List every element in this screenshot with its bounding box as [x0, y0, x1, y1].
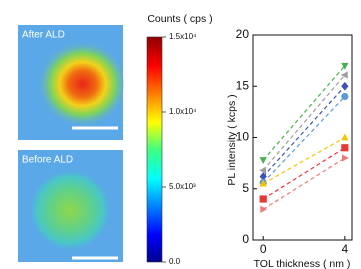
- marker: [341, 93, 348, 100]
- y-tick-label: 5: [242, 181, 249, 195]
- colorbar-tick-label: 1.5x10⁴: [169, 32, 197, 41]
- series-line: [263, 158, 345, 209]
- panel-label: After ALD: [22, 30, 65, 41]
- y-tick-label: 15: [236, 78, 250, 92]
- colorbar: [147, 37, 162, 262]
- figure: After ALD Before ALD Counts ( cps ) PL i…: [0, 0, 361, 269]
- colorbar-tick-label: 0.0: [169, 257, 181, 266]
- colorbar-tick-label: 1.0x10⁴: [169, 107, 197, 116]
- marker: [260, 195, 267, 202]
- spot-before: [28, 168, 112, 252]
- marker: [341, 134, 348, 141]
- panel-label: Before ALD: [22, 155, 73, 166]
- series-line: [263, 66, 345, 160]
- series-line: [263, 75, 345, 170]
- marker: [341, 144, 348, 151]
- spot-after: [32, 40, 124, 128]
- y-tick-label: 20: [236, 27, 250, 41]
- series-line: [263, 148, 345, 199]
- y-tick-label: 10: [236, 130, 250, 144]
- plot-frame: [253, 35, 352, 240]
- x-tick-label: 4: [342, 242, 349, 256]
- marker: [341, 82, 348, 91]
- x-tick-label: 0: [260, 242, 267, 256]
- series-line: [263, 97, 345, 183]
- colorbar-title: Counts ( cps ): [147, 13, 212, 25]
- marker: [342, 154, 349, 161]
- colorbar-tick-label: 5.0x10³: [169, 182, 196, 191]
- y-tick-label: 0: [242, 232, 249, 246]
- marker: [260, 157, 267, 164]
- map-panels: After ALD Before ALD: [18, 25, 124, 262]
- series-line: [263, 86, 345, 176]
- x-axis-label: TOL thickness ( nm ): [254, 258, 351, 269]
- series-line: [263, 138, 345, 184]
